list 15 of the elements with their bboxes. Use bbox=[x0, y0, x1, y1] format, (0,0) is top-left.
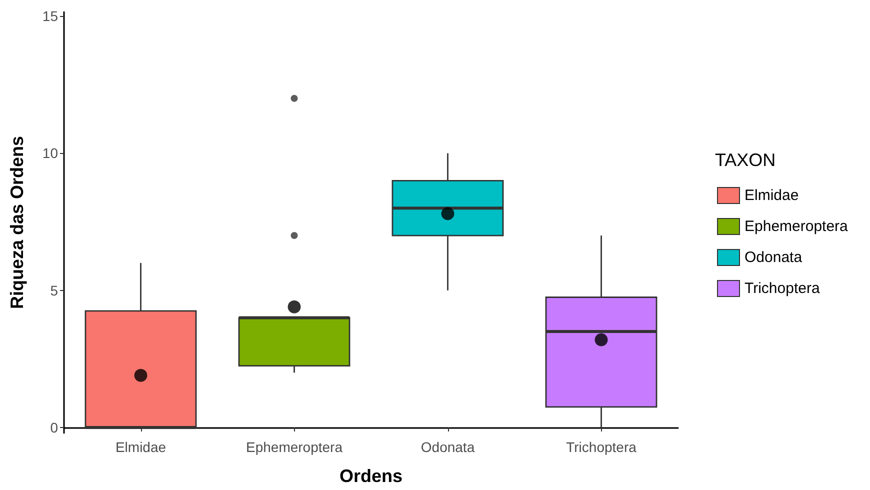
legend-label: Ephemeroptera bbox=[744, 218, 849, 235]
y-tick-label: 10 bbox=[42, 145, 58, 162]
legend-label: Trichoptera bbox=[744, 280, 820, 297]
legend-label: Odonata bbox=[744, 249, 803, 266]
legend-title: TAXON bbox=[715, 150, 776, 170]
y-tick-label: 5 bbox=[50, 282, 58, 298]
y-tick-label: 0 bbox=[50, 420, 58, 436]
x-tick-label: Odonata bbox=[420, 439, 475, 455]
x-tick-label: Ephemeroptera bbox=[246, 439, 343, 455]
x-tick-label: Trichoptera bbox=[566, 439, 637, 455]
y-tick-label: 15 bbox=[42, 8, 58, 24]
legend-label: Elmidae bbox=[744, 187, 799, 204]
x-tick-label: Elmidae bbox=[115, 439, 166, 455]
x-axis-title: Ordens bbox=[339, 466, 403, 486]
y-axis-title: Riqueza das Ordens bbox=[7, 136, 27, 310]
